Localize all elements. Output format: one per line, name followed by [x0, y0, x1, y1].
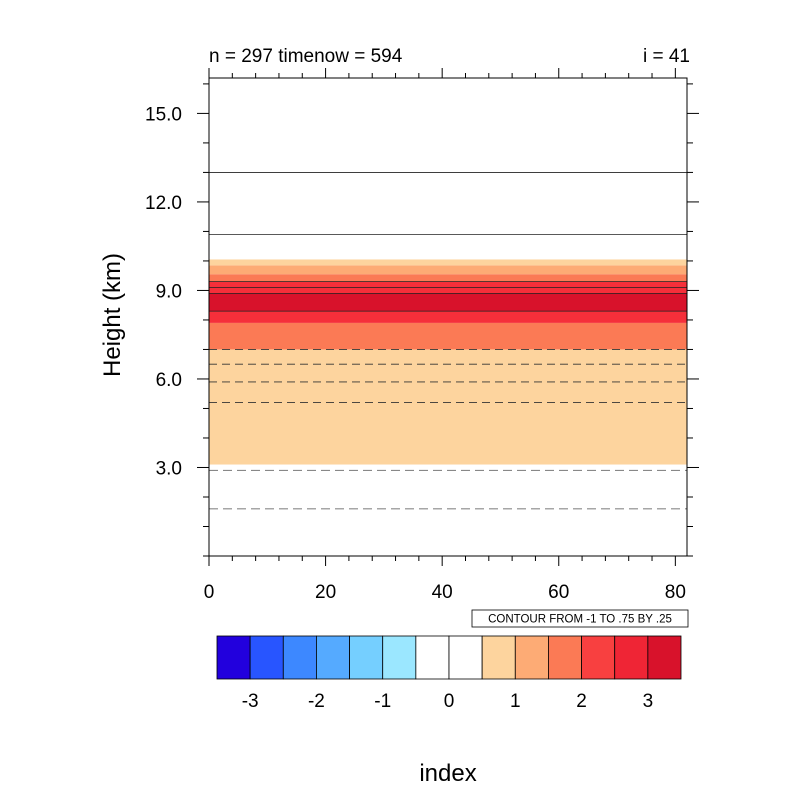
contour-line-layer — [209, 172, 687, 510]
colorbar-box — [614, 635, 649, 680]
y-tick-label: 12.0 — [145, 193, 182, 214]
x-tick-label: 20 — [315, 582, 336, 603]
axis-tick-labels: 0 20 40 60 80 3.0 6.0 9.0 12.0 15.0 — [145, 104, 686, 603]
x-tick-label: 0 — [204, 582, 215, 603]
axis-ticks — [197, 68, 699, 566]
colorbar-box — [448, 635, 483, 680]
colorbar-box — [481, 635, 516, 680]
contour-band — [209, 293, 687, 312]
plot-frame — [208, 77, 688, 557]
y-tick-label: 9.0 — [156, 281, 182, 302]
contour-band — [209, 274, 687, 282]
contour-band — [209, 322, 687, 350]
y-axis-label: Height (km) — [99, 253, 126, 377]
contour-info-text: CONTOUR FROM -1 TO .75 BY .25 — [488, 614, 672, 626]
colorbar-tick-label: -2 — [308, 691, 325, 712]
title-right: i = 41 — [643, 46, 690, 67]
x-tick-label: 80 — [665, 582, 686, 603]
colorbar-box — [282, 635, 317, 680]
colorbar-box — [415, 635, 450, 680]
x-axis-label: index — [419, 760, 476, 787]
colorbar-tick-label: -1 — [374, 691, 391, 712]
y-tick-label: 15.0 — [145, 104, 182, 125]
colorbar-box — [581, 635, 616, 680]
colorbar-box — [349, 635, 384, 680]
contour-info-box: CONTOUR FROM -1 TO .75 BY .25 — [471, 609, 689, 628]
colorbar-tick-label: 1 — [510, 691, 521, 712]
colorbar-tick-label: -3 — [242, 691, 259, 712]
colorbar-box — [382, 635, 417, 680]
colorbar-box — [316, 635, 350, 680]
colorbar-box — [216, 635, 251, 680]
x-tick-label: 60 — [548, 582, 569, 603]
colorbar-box — [548, 635, 582, 680]
colorbar-box — [514, 635, 549, 680]
colorbar — [216, 635, 682, 680]
plot-fill-layer — [209, 259, 687, 465]
colorbar-tick-labels: -3 -2 -1 0 1 2 3 — [242, 691, 653, 712]
y-tick-label: 3.0 — [156, 458, 182, 479]
title-left: n = 297 timenow = 594 — [209, 46, 403, 67]
colorbar-tick-label: 3 — [643, 691, 654, 712]
contour-band — [209, 265, 687, 275]
colorbar-box — [249, 635, 284, 680]
colorbar-tick-label: 2 — [576, 691, 587, 712]
y-tick-label: 6.0 — [156, 370, 182, 391]
x-tick-label: 40 — [432, 582, 453, 603]
colorbar-box — [647, 635, 682, 680]
contour-band — [209, 349, 687, 465]
colorbar-tick-label: 0 — [444, 691, 455, 712]
contour-band — [209, 259, 687, 266]
